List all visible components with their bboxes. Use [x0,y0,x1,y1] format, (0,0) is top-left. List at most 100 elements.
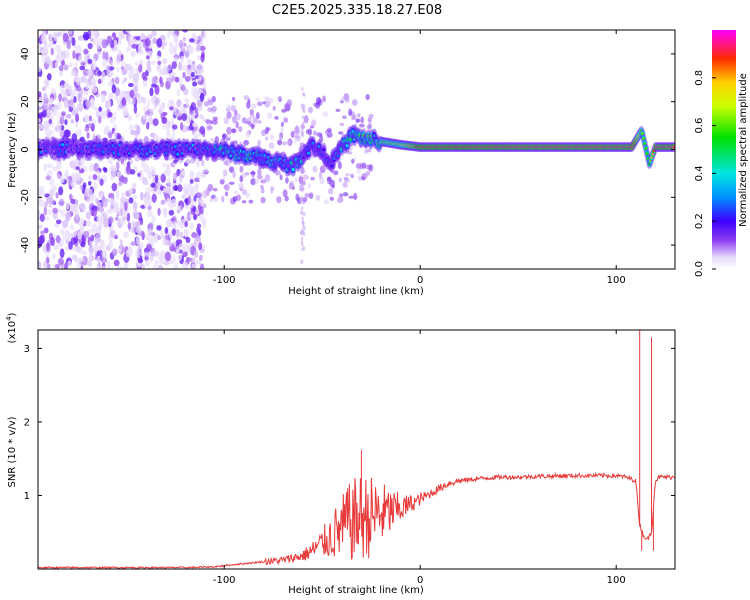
spectrogram-speckle [329,196,334,201]
spectrogram-speckle [89,84,93,92]
spectrogram-speckle [156,55,161,61]
spectrogram-speckle [54,263,61,269]
spectrogram-speckle [92,174,98,181]
spectrogram-speckle [195,185,199,193]
spectrogram-speckle [159,76,163,84]
spectrogram-speckle [56,173,61,179]
spectrogram-speckle [91,208,97,217]
spectrogram-speckle [352,195,358,199]
spectrogram-speckle [177,254,183,261]
spectrogram-speckle [49,177,55,187]
spectrogram-speckle [195,259,202,265]
spectrogram-speckle [166,177,171,186]
spectrogram-speckle [97,51,102,56]
spectrogram-speckle [166,132,171,138]
spectrogram-speckle [162,207,168,215]
spectrogram-speckle [43,261,48,269]
snr-exponent-close: ) [7,312,18,316]
spectrogram-speckle [171,132,176,141]
spectrogram-speckle [138,242,144,250]
spectrogram-speckle [311,119,317,126]
spectrogram-speckle [206,101,212,106]
spectrogram-speckle [86,132,90,139]
spectrogram-speckle [150,182,156,188]
spectrogram-speckle [178,39,184,49]
spectrogram-speckle [151,215,156,224]
spectrogram-speckle [103,110,107,115]
spectrogram-speckle [166,167,171,177]
spectrogram-speckle [207,183,214,192]
spectrogram-speckle [141,263,146,269]
spectrogram-speckle [135,35,141,41]
spectrogram-speckle [56,219,62,225]
spectrogram-speckle [146,200,151,206]
spectrogram-speckle [123,77,128,82]
x-tick-label: -100 [213,275,236,286]
spectrogram-speckle [184,204,190,210]
spectrogram-speckle [322,111,329,117]
snr-y-label: SNR (10 * v/v) [7,416,18,487]
snr-x-ticks: -100 0 100 [213,330,626,586]
spectrogram-speckle [50,237,55,247]
spectrogram-speckle [201,159,205,167]
spectrogram-speckle [176,205,181,211]
spectrogram-speckle [98,193,103,200]
spectrogram-speckle [105,51,109,61]
spectrogram-speckle [116,97,121,106]
spectrogram-speckle [257,139,261,147]
spectrogram-speckle [130,241,137,246]
spectrogram-speckle [144,259,150,267]
spectrogram-speckle [122,231,129,239]
y-tick-label: 20 [20,95,31,108]
spectrogram-speckle [75,128,83,137]
spectrogram-speckle [151,83,157,88]
spectrogram-speckle [82,31,90,41]
spectrogram-speckle [221,195,225,203]
spectrogram-speckle [101,241,106,250]
spectrogram-speckle [194,95,200,101]
colorbar-tick-label: 0.6 [694,118,705,134]
spectrogram-speckle [121,192,125,202]
spectrogram-speckle [174,76,180,83]
spectrogram-speckle [111,165,116,172]
spectrogram-speckle [116,170,122,177]
spectrogram-speckle [99,178,104,186]
spectrogram-speckle [74,158,79,167]
spectrogram-speckle [245,130,251,138]
spectrogram-speckle [39,46,46,56]
spectrogram-speckle [171,228,177,236]
spectrogram-speckle [128,188,134,196]
spectrogram-speckle [53,223,60,228]
spectrogram-speckle [39,234,45,245]
spectrogram-speckle [122,263,128,269]
spectrogram-speckle [38,118,41,124]
spectrogram-speckle [267,112,273,120]
spectrogram-speckle [315,96,322,105]
spectrogram-speckle [77,230,83,240]
spectrogram-speckle [191,231,198,239]
spectrogram-speckle [307,183,311,189]
spectrogram-speckle [186,58,192,66]
spectrogram-speckle [166,163,170,170]
spectrogram-speckle [302,221,305,226]
spectrogram-speckle [201,220,207,229]
spectrogram-speckle [107,80,114,88]
spectrogram-speckle [168,241,173,247]
spectrogram-cell [322,148,326,152]
spectrogram-speckle [43,163,47,171]
spectrogram-speckle [302,105,306,110]
spectrogram-cell [291,168,295,172]
spectrogram-speckle [79,217,85,227]
spectrogram-speckle [175,108,179,115]
spectrogram-speckle [184,75,191,82]
spectrogram-speckle [161,116,168,124]
spectrogram-speckle [87,228,94,235]
spectrogram-speckle [353,157,357,161]
spectrogram-speckle [249,114,256,120]
spectrogram-speckle [144,110,150,116]
spectrogram-speckle [77,104,81,111]
spectrogram-speckle [55,44,62,53]
spectrogram-speckle [304,193,310,198]
spectrogram-speckle [338,131,344,135]
colorbar-tick-label: 0.2 [694,213,705,229]
